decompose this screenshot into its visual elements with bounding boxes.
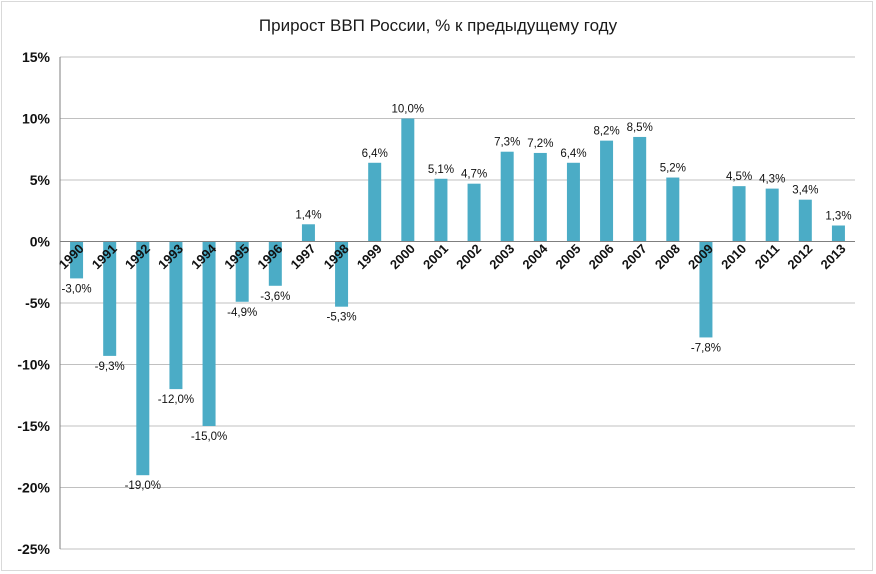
bar <box>235 241 249 302</box>
data-label: 6,4% <box>362 148 388 160</box>
x-tick-label: 1997 <box>288 241 319 272</box>
data-label: 7,3% <box>494 137 520 149</box>
x-tick-label: 2007 <box>619 241 650 272</box>
bar <box>666 177 680 242</box>
x-tick-label: 2005 <box>553 241 584 272</box>
data-label: 5,2% <box>660 163 686 175</box>
bar <box>765 188 779 242</box>
data-label: 8,5% <box>627 122 653 134</box>
x-tick-label: 2004 <box>519 240 551 272</box>
bar <box>268 241 282 286</box>
x-tick-label: 2002 <box>453 241 484 272</box>
chart-title: Прирост ВВП России, % к предыдущему году <box>258 16 618 35</box>
bar <box>202 241 216 426</box>
bar <box>103 241 117 356</box>
bar <box>798 199 812 242</box>
bar <box>169 241 183 390</box>
y-tick-label: -25% <box>17 541 50 557</box>
bar <box>401 118 415 242</box>
bar <box>533 152 547 242</box>
bar <box>335 241 349 307</box>
bar <box>732 186 746 242</box>
data-label: 8,2% <box>593 126 619 138</box>
data-label: 4,7% <box>461 169 487 181</box>
data-label: 7,2% <box>527 138 553 150</box>
x-tick-label: 2011 <box>752 241 783 272</box>
x-tick-label: 2008 <box>652 241 683 272</box>
data-label: 1,3% <box>825 211 851 223</box>
data-label: 4,3% <box>759 174 785 186</box>
data-label: -4,9% <box>227 307 257 319</box>
y-tick-label: -5% <box>25 295 50 311</box>
x-tick-label: 2001 <box>420 241 451 272</box>
bar <box>600 140 614 242</box>
data-label: 4,5% <box>726 171 752 183</box>
data-label: -19,0% <box>125 480 161 492</box>
bar <box>831 225 845 242</box>
y-tick-label: -20% <box>17 480 50 496</box>
bar <box>500 151 514 242</box>
bar <box>434 178 448 242</box>
bar <box>633 136 647 242</box>
bar <box>566 162 580 242</box>
y-tick-label: 0% <box>30 234 51 250</box>
data-label: 1,4% <box>295 209 321 221</box>
data-label: -5,3% <box>327 312 357 324</box>
y-tick-label: -15% <box>17 418 50 434</box>
x-tick-label: 2003 <box>486 241 517 272</box>
data-label: -9,3% <box>95 361 125 373</box>
data-label: -12,0% <box>158 394 194 406</box>
x-tick-label: 2010 <box>718 241 749 272</box>
data-label: 3,4% <box>792 185 818 197</box>
y-tick-label: 15% <box>22 49 51 65</box>
data-label: -15,0% <box>191 431 227 443</box>
bar <box>467 183 481 242</box>
x-tick-label: 2013 <box>818 241 849 272</box>
bar <box>70 241 84 279</box>
bar <box>368 162 382 242</box>
x-tick-label: 2012 <box>784 241 815 272</box>
data-label: 5,1% <box>428 164 454 176</box>
x-tick-label: 2000 <box>387 241 418 272</box>
bar <box>301 224 315 242</box>
bar <box>136 241 150 476</box>
x-tick-label: 1999 <box>354 241 385 272</box>
data-label: -3,6% <box>260 291 290 303</box>
y-tick-label: 10% <box>22 111 51 127</box>
data-label: -3,0% <box>62 283 92 295</box>
y-tick-label: -10% <box>17 357 50 373</box>
data-label: -7,8% <box>691 342 721 354</box>
y-tick-label: 5% <box>30 172 51 188</box>
data-label: 6,4% <box>560 148 586 160</box>
x-tick-label: 2006 <box>586 241 617 272</box>
bar <box>699 241 713 338</box>
data-label: 10,0% <box>392 104 425 116</box>
